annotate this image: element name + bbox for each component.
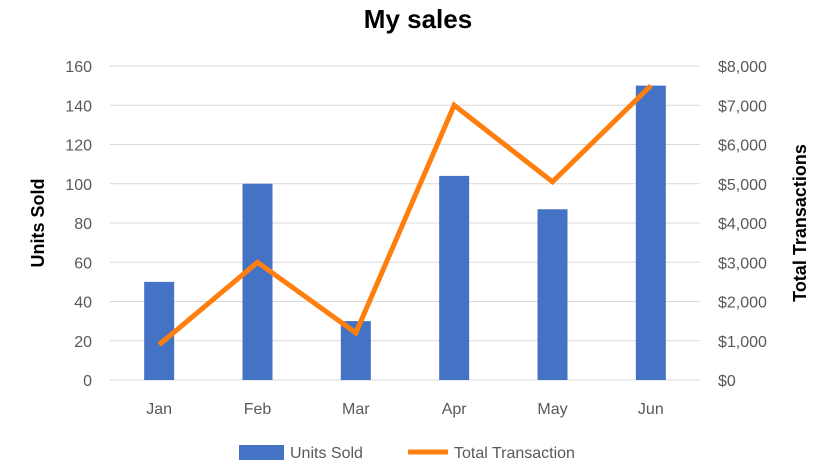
bar-jan — [144, 281, 175, 380]
x-tick-label: Feb — [244, 401, 272, 418]
x-tick-label: Jun — [638, 401, 664, 418]
line-series — [157, 83, 653, 347]
y2-tick-label: $2,000 — [718, 295, 767, 312]
x-tick-label: Jan — [146, 401, 172, 418]
x-axis-ticks: Jan Feb Mar Apr May Jun — [146, 401, 663, 418]
y-tick-label: 20 — [74, 334, 92, 351]
line-total-transaction — [157, 83, 653, 347]
y2-tick-label: $6,000 — [718, 138, 767, 155]
y-tick-label: 40 — [74, 295, 92, 312]
y2-tick-label: $5,000 — [718, 177, 767, 194]
bar-feb — [242, 183, 273, 380]
y-tick-label: 140 — [65, 98, 92, 115]
y-tick-label: 100 — [65, 177, 92, 194]
x-tick-label: May — [537, 401, 567, 418]
y2-tick-label: $3,000 — [718, 255, 767, 272]
y2-axis-title: Total Transactions — [790, 144, 810, 302]
legend-swatch-units-sold — [239, 445, 284, 460]
y2-tick-label: $0 — [718, 373, 736, 390]
bar-series — [144, 85, 666, 380]
y2-tick-label: $7,000 — [718, 98, 767, 115]
legend-label-units-sold: Units Sold — [290, 445, 363, 462]
y-tick-label: 0 — [83, 373, 92, 390]
right-axis-ticks: $0 $1,000 $2,000 $3,000 $4,000 $5,000 $6,000 $7… — [718, 59, 767, 390]
bar-jun — [635, 85, 666, 380]
y-tick-label: 60 — [74, 255, 92, 272]
legend: Units Sold Total Transaction — [239, 445, 575, 462]
y-tick-label: 120 — [65, 138, 92, 155]
chart-title: My sales — [364, 4, 472, 34]
x-tick-label: Apr — [442, 401, 468, 418]
bar-apr — [439, 175, 470, 380]
y2-tick-label: $1,000 — [718, 334, 767, 351]
y2-tick-label: $4,000 — [718, 216, 767, 233]
legend-label-total-transaction: Total Transaction — [454, 445, 575, 462]
y-tick-label: 80 — [74, 216, 92, 233]
y2-tick-label: $8,000 — [718, 59, 767, 76]
left-axis-ticks: 0 20 40 60 80 100 120 140 160 — [65, 59, 92, 390]
y-tick-label: 160 — [65, 59, 92, 76]
bar-may — [537, 209, 568, 380]
y-axis-title: Units Sold — [28, 179, 48, 268]
x-tick-label: Mar — [342, 401, 370, 418]
